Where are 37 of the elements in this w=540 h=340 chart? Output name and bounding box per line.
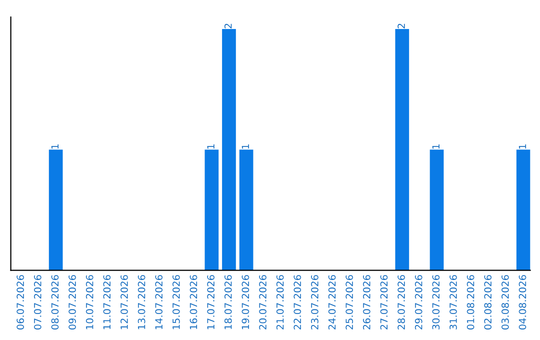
x-tick-label: 31.07.2026 (450, 275, 457, 330)
x-tick-label: 03.08.2026 (502, 275, 509, 330)
x-tick-label: 06.07.2026 (16, 275, 24, 330)
data-label: 1 (432, 144, 440, 149)
x-tick-label: 09.07.2026 (68, 275, 76, 330)
x-tick-label: 15.07.2026 (172, 275, 180, 330)
x-tick-label: 30.07.2026 (432, 275, 440, 330)
x-tick-label: 25.07.2026 (346, 275, 354, 330)
x-tick-label: 07.07.2026 (34, 275, 42, 330)
x-tick-label: 28.07.2026 (398, 275, 405, 330)
data-label: 1 (518, 144, 526, 149)
x-tick-label: 02.08.2026 (484, 275, 492, 330)
x-tick-label: 13.07.2026 (138, 275, 146, 330)
x-tick-label: 10.07.2026 (86, 275, 94, 330)
data-label: 2 (398, 24, 405, 28)
x-tick-label: 08.07.2026 (51, 275, 59, 330)
x-tick-label: 26.07.2026 (362, 275, 370, 330)
x-tick-label: 12.07.2026 (120, 275, 128, 330)
x-tick-label: 01.08.2026 (466, 275, 474, 330)
x-tick-label: 14.07.2026 (155, 275, 163, 330)
x-tick-label: 16.07.2026 (190, 275, 198, 330)
x-tick-label: 29.07.2026 (414, 275, 422, 330)
x-tick-label: 19.07.2026 (242, 275, 250, 330)
x-tick-label: 22.07.2026 (294, 275, 302, 330)
data-label: 1 (51, 144, 59, 149)
x-tick-label: 21.07.2026 (276, 275, 284, 330)
x-tick-label: 11.07.2026 (103, 275, 111, 330)
x-tick-label: 23.07.2026 (311, 275, 318, 330)
data-label: 1 (207, 144, 214, 149)
x-tick-label: 20.07.2026 (259, 275, 266, 330)
x-tick-label: 27.07.2026 (380, 275, 388, 330)
x-tick-label: 04.08.2026 (518, 275, 526, 330)
x-tick-label: 18.07.2026 (224, 275, 232, 330)
x-tick-label: 24.07.2026 (328, 275, 336, 330)
x-tick-label: 17.07.2026 (207, 275, 214, 330)
data-label: 1 (242, 144, 249, 149)
data-label: 2 (224, 24, 232, 28)
